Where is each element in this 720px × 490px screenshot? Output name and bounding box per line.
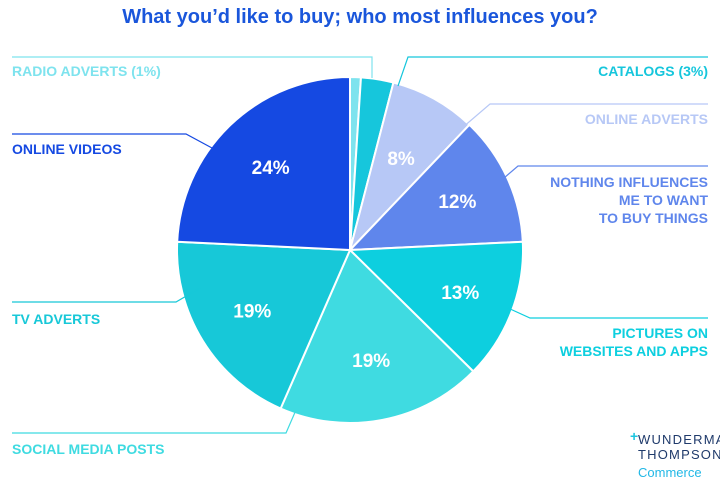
pie-slice-online-adverts [348,81,471,254]
category-label-social-media-posts: SOCIAL MEDIA POSTS [12,441,164,457]
data-label-online-adverts: 8% [387,149,415,170]
category-label-online-videos: ONLINE VIDEOS [12,141,122,157]
data-label-nothing-influences-me-to-want-to-buy-things: 12% [438,192,476,213]
category-label-radio-adverts-1: RADIO ADVERTS (1%) [12,63,161,79]
chart-title: What you’d like to buy; who most influen… [122,6,598,28]
pie-slice-social-media-posts [279,248,475,424]
logo-line-1: WUNDERMAN [638,432,720,447]
pie-slice-pictures-on-websites-and-apps [347,240,524,373]
leader-line-tv-adverts [12,287,201,303]
logo-line-2: THOMPSON [638,447,720,462]
data-label-pictures-on-websites-and-apps: 13% [441,283,479,304]
category-label-online-adverts: ONLINE ADVERTS [585,111,708,127]
data-label-social-media-posts: 19% [352,351,390,372]
leader-line-nothing-influences-me-to-want-to-buy-things [503,165,708,179]
brand-logo: + WUNDERMAN THOMPSON Commerce [630,428,720,480]
data-label-online-videos: 24% [252,158,290,179]
leader-line-radio-adverts-1 [12,56,373,78]
category-label-catalogs-3: CATALOGS (3%) [598,63,708,79]
leader-line-online-adverts [461,103,708,129]
plus-icon: + [630,428,639,444]
leader-line-pictures-on-websites-and-apps [507,307,708,319]
pie-slice-online-videos [176,75,351,252]
leader-line-catalogs-3 [397,56,708,87]
pie-slice-tv-adverts [176,240,352,410]
category-label-tv-adverts: TV ADVERTS [12,311,100,327]
leader-line-online-videos [12,133,213,149]
pie-slice-nothing-influences-me-to-want-to-buy-things [347,123,524,252]
category-label-nothing-influences-me-to-want-to-buy-things: NOTHING INFLUENCES ME TO WANT TO BUY THING… [550,174,708,226]
category-label-pictures-on-websites-and-apps: PICTURES ON WEBSITES AND APPS [560,325,708,359]
data-label-tv-adverts: 19% [233,302,271,323]
leader-line-social-media-posts [12,409,297,434]
logo-line-3: Commerce [638,465,702,480]
